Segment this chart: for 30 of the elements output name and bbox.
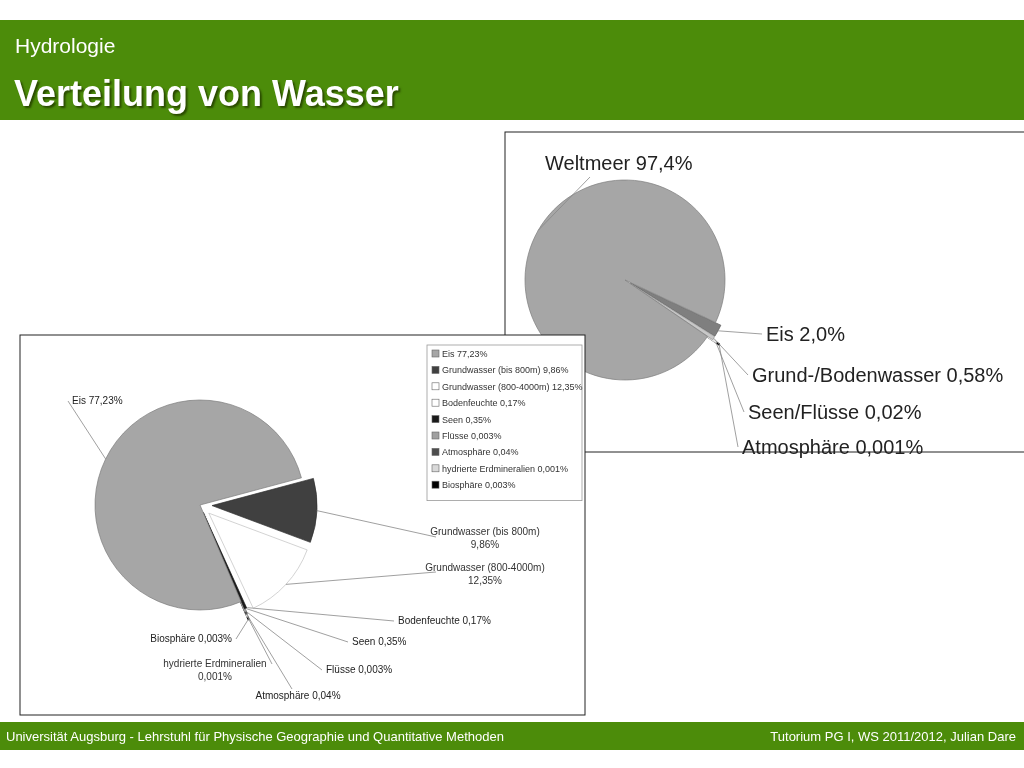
legend-label: Atmosphäre 0,04% [442,447,519,458]
data-label: 12,35% [468,575,503,586]
legend-label: Seen 0,35% [442,414,492,425]
legend-label: Flüsse 0,003% [442,431,502,441]
slice-label: Atmosphäre 0,001% [742,436,924,458]
slice-label: Atmosphäre 0,04% [255,690,341,701]
slice-label: Grundwasser (bis 800m) [430,526,540,537]
slice-label: Eis 77,23% [72,395,123,406]
text: Universität Augsburg - Lehrstuhl für Physische Geographie und Quantitative Methoden [6,729,504,744]
data-label: 0,001% [198,671,233,682]
slice-label: Weltmeer 97,4% [545,152,693,174]
legend-label: Biosphäre 0,003% [442,480,516,491]
slice-label: hydrierte Erdmineralien [163,658,267,669]
category-label: Bodenfeuchte 0,17% [442,398,526,409]
legend-label: Eis 77,23% [442,349,488,359]
slice-label: Seen 0,35% [352,636,407,647]
data-label: 9,86% [470,539,500,550]
category-label: Grundwasser (bis 800m) 9,86% [442,365,569,376]
slice-label: Grund-/Bodenwasser 0,58% [752,364,1004,386]
slice-label: Eis 2,0% [766,323,846,345]
text: Hydrologie [15,34,116,57]
slice-label: Seen/Flüsse 0,02% [748,401,922,423]
category-label: hydrierte Erdmineralien 0,001% [442,463,569,474]
text: Tutorium PG I, WS 2011/2012, Julian Dare [770,729,1016,744]
slice-label: Grundwasser (800-4000m) [425,562,545,573]
category-label: Grundwasser (800-4000m) 12,35% [442,381,583,392]
text: Verteilung von Wasser [14,73,399,114]
category-label: Biosphäre 0,003% [150,633,232,644]
slice-label: Flüsse 0,003% [326,664,393,675]
slice-label: Bodenfeuchte 0,17% [398,615,491,626]
